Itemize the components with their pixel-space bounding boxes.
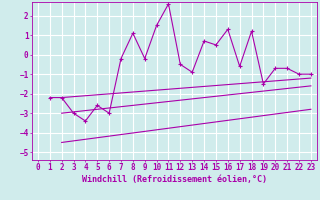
X-axis label: Windchill (Refroidissement éolien,°C): Windchill (Refroidissement éolien,°C) — [82, 175, 267, 184]
